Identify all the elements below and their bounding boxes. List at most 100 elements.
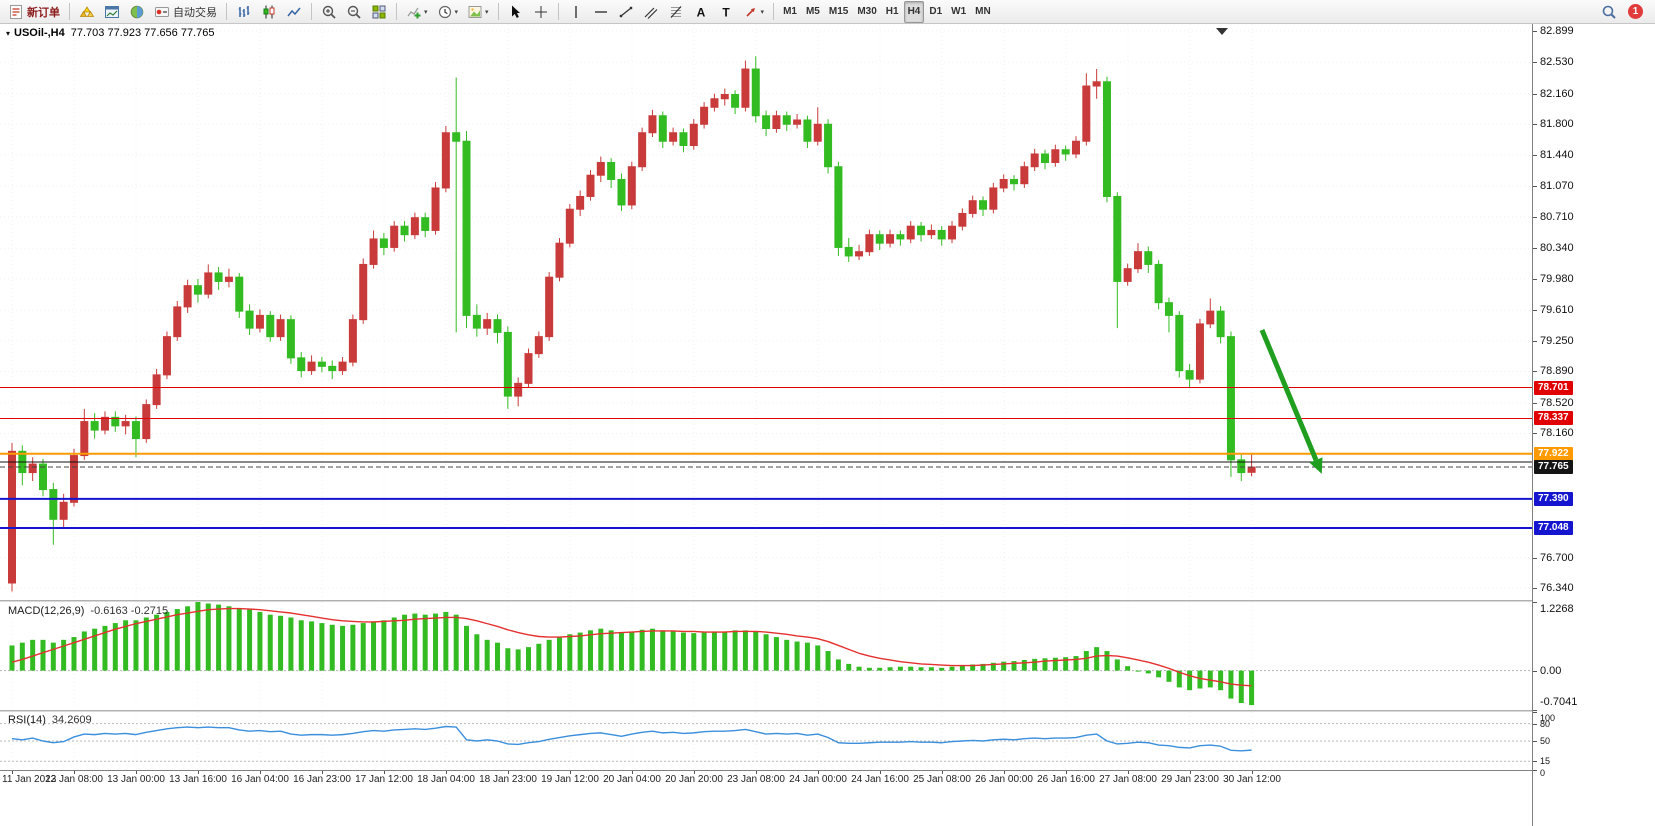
- time-axis-tick: [384, 771, 385, 774]
- rsi-grid: [0, 712, 1532, 770]
- timeframe-w1[interactable]: W1: [947, 1, 970, 23]
- price-axis-tick: [1533, 248, 1537, 250]
- trend-arrow-annotation[interactable]: [1259, 329, 1323, 474]
- chart-shift-marker[interactable]: [1216, 28, 1228, 35]
- price-axis-tick: [1533, 433, 1537, 435]
- new-order-button[interactable]: 新订单: [4, 1, 64, 23]
- timeframe-h1[interactable]: H1: [882, 1, 903, 23]
- rsi-value: 34.2609: [51, 714, 92, 726]
- chart-region: ▾ USOil-,H4 77.703 77.923 77.656 77.765 MA…: [0, 24, 1655, 826]
- time-axis-tick: [508, 771, 509, 774]
- notifications-badge[interactable]: 1: [1628, 4, 1643, 19]
- timeframe-h4[interactable]: H4: [903, 0, 925, 23]
- zoom-out-button[interactable]: [342, 1, 366, 23]
- rsi-axis-tick: [1533, 712, 1537, 713]
- text-t-icon: T: [718, 4, 734, 20]
- bars-icon: [236, 4, 252, 20]
- level-lines-group[interactable]: [0, 387, 1532, 529]
- new-chart-button[interactable]: [100, 1, 124, 23]
- price-axis-tick: [1533, 278, 1537, 280]
- arrows-dropdown[interactable]: ▾: [739, 1, 769, 23]
- crosshair-button[interactable]: [529, 1, 553, 23]
- timeframe-mn[interactable]: MN: [971, 1, 995, 23]
- line-chart-button[interactable]: [282, 1, 306, 23]
- fibonacci-button[interactable]: [664, 1, 688, 23]
- profiles-button[interactable]: [125, 1, 149, 23]
- autotrading-button[interactable]: 自动交易: [150, 1, 221, 23]
- time-axis-label: 24 Jan 16:00: [851, 774, 909, 785]
- price-axis-tick: [1533, 588, 1537, 590]
- macd-values: -0.6163 -0.2715: [90, 605, 169, 617]
- new-order-button-label: 新订单: [27, 6, 60, 19]
- tile-windows-button[interactable]: [367, 1, 391, 23]
- price-axis-label: 78.520: [1540, 396, 1574, 409]
- time-axis-tick: [74, 771, 75, 774]
- rsi-axis-tick: [1533, 741, 1537, 742]
- profiles-icon: [129, 4, 145, 20]
- zoom-out-icon: [346, 4, 362, 20]
- indicators-dropdown[interactable]: ▾: [402, 1, 432, 23]
- time-axis-label: 26 Jan 16:00: [1037, 774, 1095, 785]
- price-tag: 77.390: [1534, 491, 1573, 506]
- time-axis-tick: [818, 771, 819, 774]
- timeframe-m30[interactable]: M30: [853, 1, 880, 23]
- time-axis-tick: [446, 771, 447, 774]
- timeframe-m15[interactable]: M15: [825, 1, 852, 23]
- price-axis-label: 79.610: [1540, 304, 1574, 317]
- search-button[interactable]: [1597, 1, 1621, 23]
- indicator-add-icon: [406, 4, 422, 20]
- timeframe-d1[interactable]: D1: [925, 1, 946, 23]
- panel-splitter[interactable]: [0, 600, 1655, 602]
- timeframe-m1[interactable]: M1: [779, 1, 801, 23]
- rsi-axis-tick: [1533, 770, 1537, 771]
- vertical-line-button[interactable]: [564, 1, 588, 23]
- autotrading-icon: [154, 4, 170, 20]
- rsi-axis-tick: [1533, 761, 1537, 763]
- toolbar: 新订单 自动交易 ▾ ▾ ▾ A T ▾ M1 M5 M15 M30 H1 H4 D1 W1 MN 1: [0, 0, 1655, 24]
- chart-window-icon: [104, 4, 120, 20]
- timeframe-m5[interactable]: M5: [802, 1, 824, 23]
- main-grid: [0, 24, 1532, 600]
- price-axis-tick: [1533, 402, 1537, 404]
- macd-axis-label: 1.2268: [1540, 603, 1574, 615]
- templates-dropdown[interactable]: ▾: [463, 1, 493, 23]
- bar-chart-button[interactable]: [232, 1, 256, 23]
- time-axis-label: 13 Jan 16:00: [169, 774, 227, 785]
- main-chart-canvas[interactable]: [0, 24, 1532, 600]
- time-axis-tick: [322, 771, 323, 774]
- toolbar-right: 1: [1597, 1, 1651, 23]
- time-axis-label: 11 Jan 2023: [2, 774, 57, 785]
- equidistant-channel-button[interactable]: [639, 1, 663, 23]
- toolbar-separator: [226, 3, 227, 20]
- time-axis-label: 26 Jan 00:00: [975, 774, 1033, 785]
- cursor-button[interactable]: [504, 1, 528, 23]
- chart-menu-arrow-icon[interactable]: ▾: [6, 29, 11, 38]
- text-label-button[interactable]: T: [714, 1, 738, 23]
- price-axis-tick: [1533, 30, 1537, 32]
- price-tag: 77.048: [1534, 520, 1573, 535]
- rsi-panel-canvas[interactable]: [0, 712, 1532, 770]
- panel-splitter[interactable]: [0, 710, 1655, 712]
- clock-icon: [437, 4, 453, 20]
- price-tag: 77.922: [1534, 446, 1573, 461]
- macd-name: MACD(12,26,9): [8, 605, 85, 617]
- periods-dropdown[interactable]: ▾: [433, 1, 463, 23]
- time-axis-tick: [1252, 771, 1253, 774]
- time-axis-tick: [260, 771, 261, 774]
- arrows-icon: [743, 4, 759, 20]
- rsi-axis-label: 80: [1540, 718, 1551, 729]
- time-axis-tick: [1066, 771, 1067, 774]
- price-tag: 78.337: [1534, 411, 1573, 426]
- text-button[interactable]: A: [689, 1, 713, 23]
- zoom-in-button[interactable]: [317, 1, 341, 23]
- price-axis-label: 80.710: [1540, 210, 1574, 223]
- trendline-button[interactable]: [614, 1, 638, 23]
- candlestick-chart-button[interactable]: [257, 1, 281, 23]
- market-watch-button[interactable]: [75, 1, 99, 23]
- price-axis[interactable]: 82.899 82.530 82.160 81.800 81.440 81.070 80.7…: [1532, 24, 1655, 826]
- time-axis[interactable]: 11 Jan 2023 12 Jan 08:00 13 Jan 00:00 13 Ja…: [0, 770, 1532, 788]
- time-axis-label: 25 Jan 08:00: [913, 774, 971, 785]
- horizontal-line-button[interactable]: [589, 1, 613, 23]
- time-axis-label: 16 Jan 23:00: [293, 774, 351, 785]
- macd-panel-canvas[interactable]: [0, 602, 1532, 710]
